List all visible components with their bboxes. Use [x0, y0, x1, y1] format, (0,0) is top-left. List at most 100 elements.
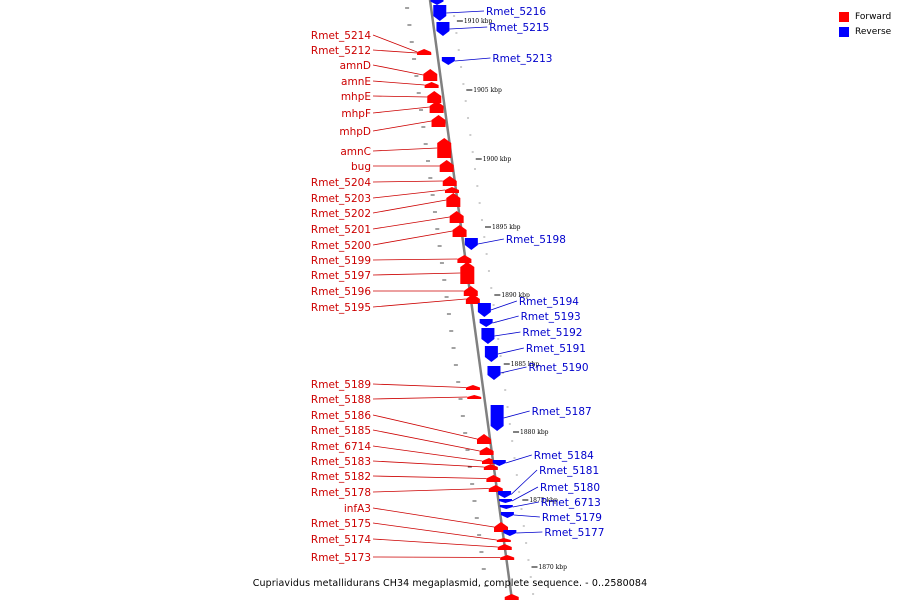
- label-leader-line: [372, 199, 447, 214]
- label-leader-line: [372, 556, 501, 558]
- label-leader-line: [372, 298, 466, 308]
- label-leader-line: [372, 445, 483, 462]
- tick-label: 1905 kbp: [473, 87, 502, 94]
- forward-gene-label: amnD: [340, 60, 371, 72]
- forward-gene-label: amnE: [341, 76, 371, 88]
- forward-gene-arrow: [488, 485, 503, 492]
- label-leader-line: [490, 300, 517, 311]
- label-leader-line: [500, 366, 527, 374]
- label-leader-line: [372, 120, 432, 132]
- reverse-gene-arrow: [490, 405, 504, 431]
- forward-gene-label: Rmet_5196: [311, 286, 371, 298]
- label-leader-line: [372, 429, 480, 452]
- reverse-gene-arrow: [436, 22, 450, 36]
- tick-marks: 1910 kbp 1905 kbp 1900 kbp 1895 kbp 1890 kbp…: [405, 7, 567, 595]
- label-leader-line: [372, 95, 428, 98]
- forward-gene-label: Rmet_5197: [311, 270, 371, 282]
- reverse-gene-arrow: [464, 238, 478, 250]
- forward-gene-label: amnC: [340, 146, 371, 158]
- forward-gene-arrow: [431, 115, 446, 127]
- label-leader-line: [372, 383, 466, 388]
- forward-gene-label: Rmet_5183: [311, 456, 371, 468]
- forward-gene-arrow: [504, 594, 519, 600]
- label-leader-line: [372, 106, 430, 114]
- reverse-gene-arrow: [481, 328, 495, 344]
- reverse-gene-label: Rmet_5181: [539, 465, 599, 477]
- forward-gene-arrow: [476, 434, 491, 444]
- label-leader-line: [372, 147, 438, 152]
- forward-gene-label: Rmet_5204: [311, 177, 371, 189]
- forward-gene-arrow: [423, 69, 438, 81]
- reverse-gene-label: Rmet_5190: [528, 362, 588, 374]
- forward-gene-label: Rmet_5182: [311, 471, 371, 483]
- forward-gene-label: mhpF: [341, 108, 371, 120]
- forward-genes: Rmet_5214 Rmet_5212 amnD amnE mhpE mhpF mhpD am…: [311, 30, 519, 600]
- forward-gene-arrow: [486, 475, 501, 482]
- forward-gene-arrow: [417, 51, 432, 55]
- forward-swatch: [839, 11, 849, 22]
- reverse-gene-label: Rmet_5184: [534, 450, 594, 462]
- label-leader-line: [511, 486, 539, 502]
- reverse-gene-arrow: [498, 499, 512, 503]
- forward-gene-label: bug: [351, 161, 371, 173]
- legend: Forward Reverse: [839, 9, 891, 39]
- label-leader-line: [372, 216, 450, 230]
- reverse-swatch: [839, 26, 849, 37]
- reverse-gene-arrow: [500, 512, 514, 518]
- forward-gene-label: Rmet_5188: [311, 394, 371, 406]
- tick-label: 1895 kbp: [492, 224, 521, 231]
- forward-gene-label: infA3: [344, 503, 371, 515]
- forward-gene-arrow: [497, 544, 512, 550]
- forward-gene-arrow: [424, 82, 439, 88]
- forward-gene-arrow: [437, 138, 452, 158]
- label-leader-line: [372, 180, 443, 183]
- reverse-gene-label: Rmet_5187: [532, 406, 592, 418]
- forward-gene-arrow: [482, 458, 497, 464]
- reverse-gene-label: Rmet_6713: [541, 497, 601, 509]
- reverse-gene-arrow: [477, 303, 491, 317]
- forward-gene-label: Rmet_5186: [311, 410, 371, 422]
- label-leader-line: [372, 507, 495, 528]
- reverse-gene-arrow: [433, 5, 447, 21]
- legend-item-forward: Forward: [839, 9, 891, 24]
- tick-label: 1870 kbp: [538, 564, 567, 571]
- label-leader-line: [492, 315, 519, 324]
- label-leader-line: [510, 469, 538, 495]
- reverse-gene-arrow: [487, 366, 501, 380]
- reverse-genes: Rmet_5216 Rmet_5215 Rmet_5213 Rmet_5198 Rmet…: [430, 0, 604, 539]
- forward-gene-label: Rmet_5202: [311, 208, 371, 220]
- reverse-gene-arrow: [498, 491, 512, 498]
- forward-gene-arrow: [465, 294, 480, 304]
- label-leader-line: [372, 272, 461, 276]
- forward-gene-arrow: [439, 160, 454, 172]
- reverse-gene-label: Rmet_5213: [492, 53, 552, 65]
- label-leader-line: [503, 410, 530, 419]
- reverse-gene-arrow: [441, 57, 455, 65]
- reverse-gene-label: Rmet_5191: [526, 343, 586, 355]
- reverse-gene-label: Rmet_5216: [486, 6, 546, 18]
- forward-gene-arrow: [446, 193, 461, 207]
- forward-gene-label: Rmet_5174: [311, 534, 371, 546]
- label-leader-line: [454, 57, 491, 62]
- label-leader-line: [372, 414, 478, 440]
- forward-gene-label: Rmet_5178: [311, 487, 371, 499]
- label-leader-line: [372, 475, 487, 479]
- label-leader-line: [497, 347, 524, 355]
- forward-gene-label: Rmet_5195: [311, 302, 371, 314]
- label-leader-line: [372, 49, 418, 54]
- label-leader-line: [372, 80, 425, 86]
- forward-gene-arrow: [467, 395, 482, 399]
- forward-gene-label: Rmet_5185: [311, 425, 371, 437]
- tick-label: 1885 kbp: [511, 361, 540, 368]
- reverse-gene-arrow: [499, 505, 513, 509]
- reverse-gene-label: Rmet_5193: [521, 311, 581, 323]
- forward-gene-arrow: [429, 101, 444, 113]
- reverse-gene-label: Rmet_5194: [519, 296, 579, 308]
- forward-gene-label: Rmet_5189: [311, 379, 371, 391]
- forward-gene-arrow: [479, 447, 494, 455]
- forward-gene-arrow: [483, 464, 498, 470]
- label-leader-line: [516, 531, 543, 534]
- forward-gene-label: Rmet_5173: [311, 552, 371, 564]
- forward-gene-arrow: [465, 385, 480, 390]
